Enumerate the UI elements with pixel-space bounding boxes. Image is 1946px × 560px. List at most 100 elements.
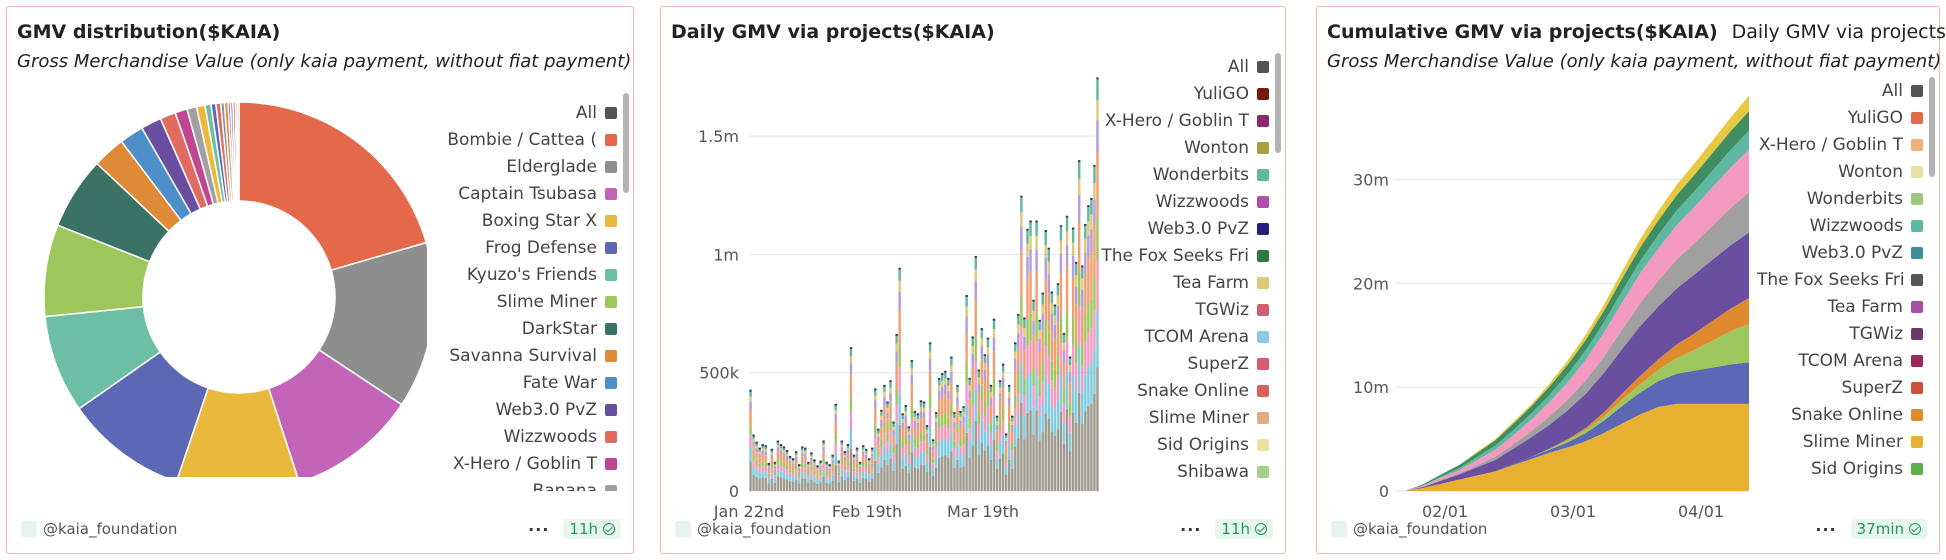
more-options-icon[interactable]: ···	[528, 519, 550, 539]
bar-segment[interactable]	[1087, 258, 1090, 304]
bar-segment[interactable]	[1029, 270, 1032, 314]
bar-segment[interactable]	[877, 436, 880, 442]
bar-segment[interactable]	[782, 467, 786, 473]
bar-segment[interactable]	[947, 442, 950, 458]
bar-segment[interactable]	[874, 408, 877, 425]
bar-segment[interactable]	[1071, 255, 1075, 277]
legend-item[interactable]: Kyuzo's Friends	[439, 261, 617, 288]
bar-segment[interactable]	[779, 471, 783, 478]
bar-segment[interactable]	[810, 454, 813, 457]
bar-segment[interactable]	[1077, 306, 1081, 347]
bar-segment[interactable]	[907, 449, 911, 456]
bar-segment[interactable]	[947, 428, 950, 443]
bar-segment[interactable]	[764, 455, 767, 463]
bar-segment[interactable]	[846, 446, 850, 449]
bar-segment[interactable]	[807, 465, 810, 467]
bar-segment[interactable]	[895, 422, 898, 445]
bar-segment[interactable]	[901, 448, 904, 458]
bar-segment[interactable]	[1001, 408, 1005, 421]
bar-segment[interactable]	[804, 453, 807, 458]
bar-segment[interactable]	[1017, 347, 1020, 376]
bar-segment[interactable]	[767, 467, 771, 470]
legend-item[interactable]: X-Hero / Goblin T	[1101, 107, 1269, 134]
bar-segment[interactable]	[1074, 363, 1078, 392]
bar-segment[interactable]	[965, 405, 968, 433]
bar-segment[interactable]	[813, 482, 816, 491]
bar-segment[interactable]	[794, 474, 798, 480]
legend-item[interactable]: Wizzwoods	[1757, 212, 1923, 239]
bar-segment[interactable]	[1020, 361, 1023, 403]
bar-segment[interactable]	[880, 411, 883, 416]
bar-segment[interactable]	[758, 457, 761, 464]
bar-segment[interactable]	[880, 438, 883, 447]
bar-segment[interactable]	[1087, 405, 1090, 491]
bar-segment[interactable]	[794, 479, 798, 491]
bar-segment[interactable]	[907, 434, 911, 440]
bar-segment[interactable]	[998, 393, 1002, 402]
bar-segment[interactable]	[1059, 227, 1063, 241]
bar-segment[interactable]	[1096, 99, 1099, 121]
bar-segment[interactable]	[782, 472, 786, 479]
bar-segment[interactable]	[834, 405, 837, 411]
bar-segment[interactable]	[858, 473, 862, 476]
bar-segment[interactable]	[1093, 309, 1096, 349]
bar-segment[interactable]	[764, 462, 767, 467]
bar-segment[interactable]	[1062, 362, 1066, 388]
bar-segment[interactable]	[1001, 388, 1005, 409]
bar-segment[interactable]	[950, 382, 953, 404]
bar-segment[interactable]	[883, 392, 886, 398]
bar-segment[interactable]	[810, 457, 813, 461]
bar-segment[interactable]	[880, 426, 883, 439]
bar-segment[interactable]	[788, 459, 792, 462]
bar-segment[interactable]	[1090, 328, 1093, 363]
bar-segment[interactable]	[1096, 153, 1099, 220]
bar-segment[interactable]	[834, 421, 837, 435]
bar-segment[interactable]	[937, 417, 941, 429]
bar-segment[interactable]	[852, 456, 856, 459]
bar-segment[interactable]	[755, 443, 758, 447]
bar-segment[interactable]	[898, 367, 901, 394]
bar-segment[interactable]	[834, 414, 837, 422]
bar-segment[interactable]	[794, 453, 798, 456]
bar-segment[interactable]	[877, 464, 880, 473]
bar-segment[interactable]	[1032, 335, 1035, 367]
bar-segment[interactable]	[819, 478, 822, 483]
bar-segment[interactable]	[1053, 435, 1057, 491]
bar-segment[interactable]	[919, 402, 923, 407]
bar-segment[interactable]	[1084, 342, 1087, 375]
bar-segment[interactable]	[1044, 345, 1047, 378]
bar-segment[interactable]	[1041, 381, 1044, 405]
bar-segment[interactable]	[1081, 392, 1084, 424]
bar-segment[interactable]	[937, 457, 941, 491]
bar-segment[interactable]	[1093, 199, 1096, 226]
legend-item[interactable]: Snake Online	[1757, 401, 1923, 428]
bar-segment[interactable]	[925, 471, 929, 491]
bar-segment[interactable]	[822, 444, 825, 448]
bar-segment[interactable]	[1087, 332, 1090, 367]
bar-segment[interactable]	[968, 379, 971, 386]
bar-segment[interactable]	[871, 467, 874, 473]
bar-segment[interactable]	[1059, 274, 1063, 317]
bar-segment[interactable]	[998, 458, 1002, 491]
bar-segment[interactable]	[1056, 322, 1060, 356]
bar-segment[interactable]	[1090, 229, 1093, 253]
bar-segment[interactable]	[852, 475, 856, 481]
bar-segment[interactable]	[776, 458, 780, 464]
bar-segment[interactable]	[956, 459, 959, 491]
bar-segment[interactable]	[886, 433, 889, 442]
bar-segment[interactable]	[1050, 303, 1054, 314]
bar-segment[interactable]	[922, 407, 926, 413]
bar-segment[interactable]	[886, 412, 889, 420]
bar-segment[interactable]	[962, 454, 965, 467]
bar-segment[interactable]	[822, 469, 825, 477]
bar-segment[interactable]	[855, 472, 859, 479]
bar-segment[interactable]	[864, 464, 868, 469]
bar-segment[interactable]	[1011, 442, 1014, 450]
bar-segment[interactable]	[822, 463, 825, 470]
bar-segment[interactable]	[986, 445, 990, 491]
bar-segment[interactable]	[1047, 273, 1051, 294]
bar-segment[interactable]	[776, 476, 780, 491]
bar-segment[interactable]	[992, 337, 996, 352]
bar-segment[interactable]	[998, 382, 1002, 388]
bar-segment[interactable]	[755, 448, 758, 453]
